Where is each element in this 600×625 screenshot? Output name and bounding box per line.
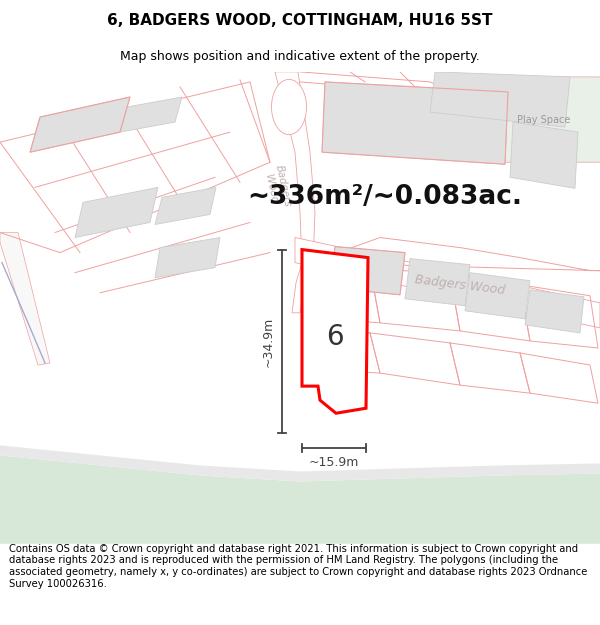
Polygon shape — [0, 456, 600, 544]
Text: ~336m²/~0.083ac.: ~336m²/~0.083ac. — [248, 184, 523, 211]
Polygon shape — [155, 238, 220, 278]
Ellipse shape — [271, 79, 307, 134]
FancyBboxPatch shape — [485, 77, 600, 162]
Polygon shape — [525, 290, 584, 333]
Text: Badgers
Wood: Badgers Wood — [262, 164, 292, 211]
Polygon shape — [302, 249, 368, 413]
Polygon shape — [510, 122, 578, 188]
Polygon shape — [30, 97, 130, 152]
Polygon shape — [275, 72, 315, 313]
Text: Contains OS data © Crown copyright and database right 2021. This information is : Contains OS data © Crown copyright and d… — [9, 544, 587, 589]
Text: 6, BADGERS WOOD, COTTINGHAM, HU16 5ST: 6, BADGERS WOOD, COTTINGHAM, HU16 5ST — [107, 12, 493, 28]
Polygon shape — [0, 232, 50, 365]
Polygon shape — [322, 82, 508, 164]
Polygon shape — [330, 247, 405, 295]
Polygon shape — [405, 259, 470, 306]
Text: 6: 6 — [326, 323, 344, 351]
Polygon shape — [465, 272, 530, 319]
Polygon shape — [0, 446, 600, 481]
Polygon shape — [295, 238, 600, 328]
Text: Play Space: Play Space — [517, 115, 571, 125]
Polygon shape — [75, 188, 158, 238]
Polygon shape — [430, 72, 570, 127]
Text: ~15.9m: ~15.9m — [309, 456, 359, 469]
Polygon shape — [120, 97, 182, 132]
Text: Map shows position and indicative extent of the property.: Map shows position and indicative extent… — [120, 49, 480, 62]
Text: ~34.9m: ~34.9m — [262, 316, 275, 367]
Polygon shape — [155, 188, 216, 224]
Text: Badgers Wood: Badgers Wood — [414, 272, 506, 297]
